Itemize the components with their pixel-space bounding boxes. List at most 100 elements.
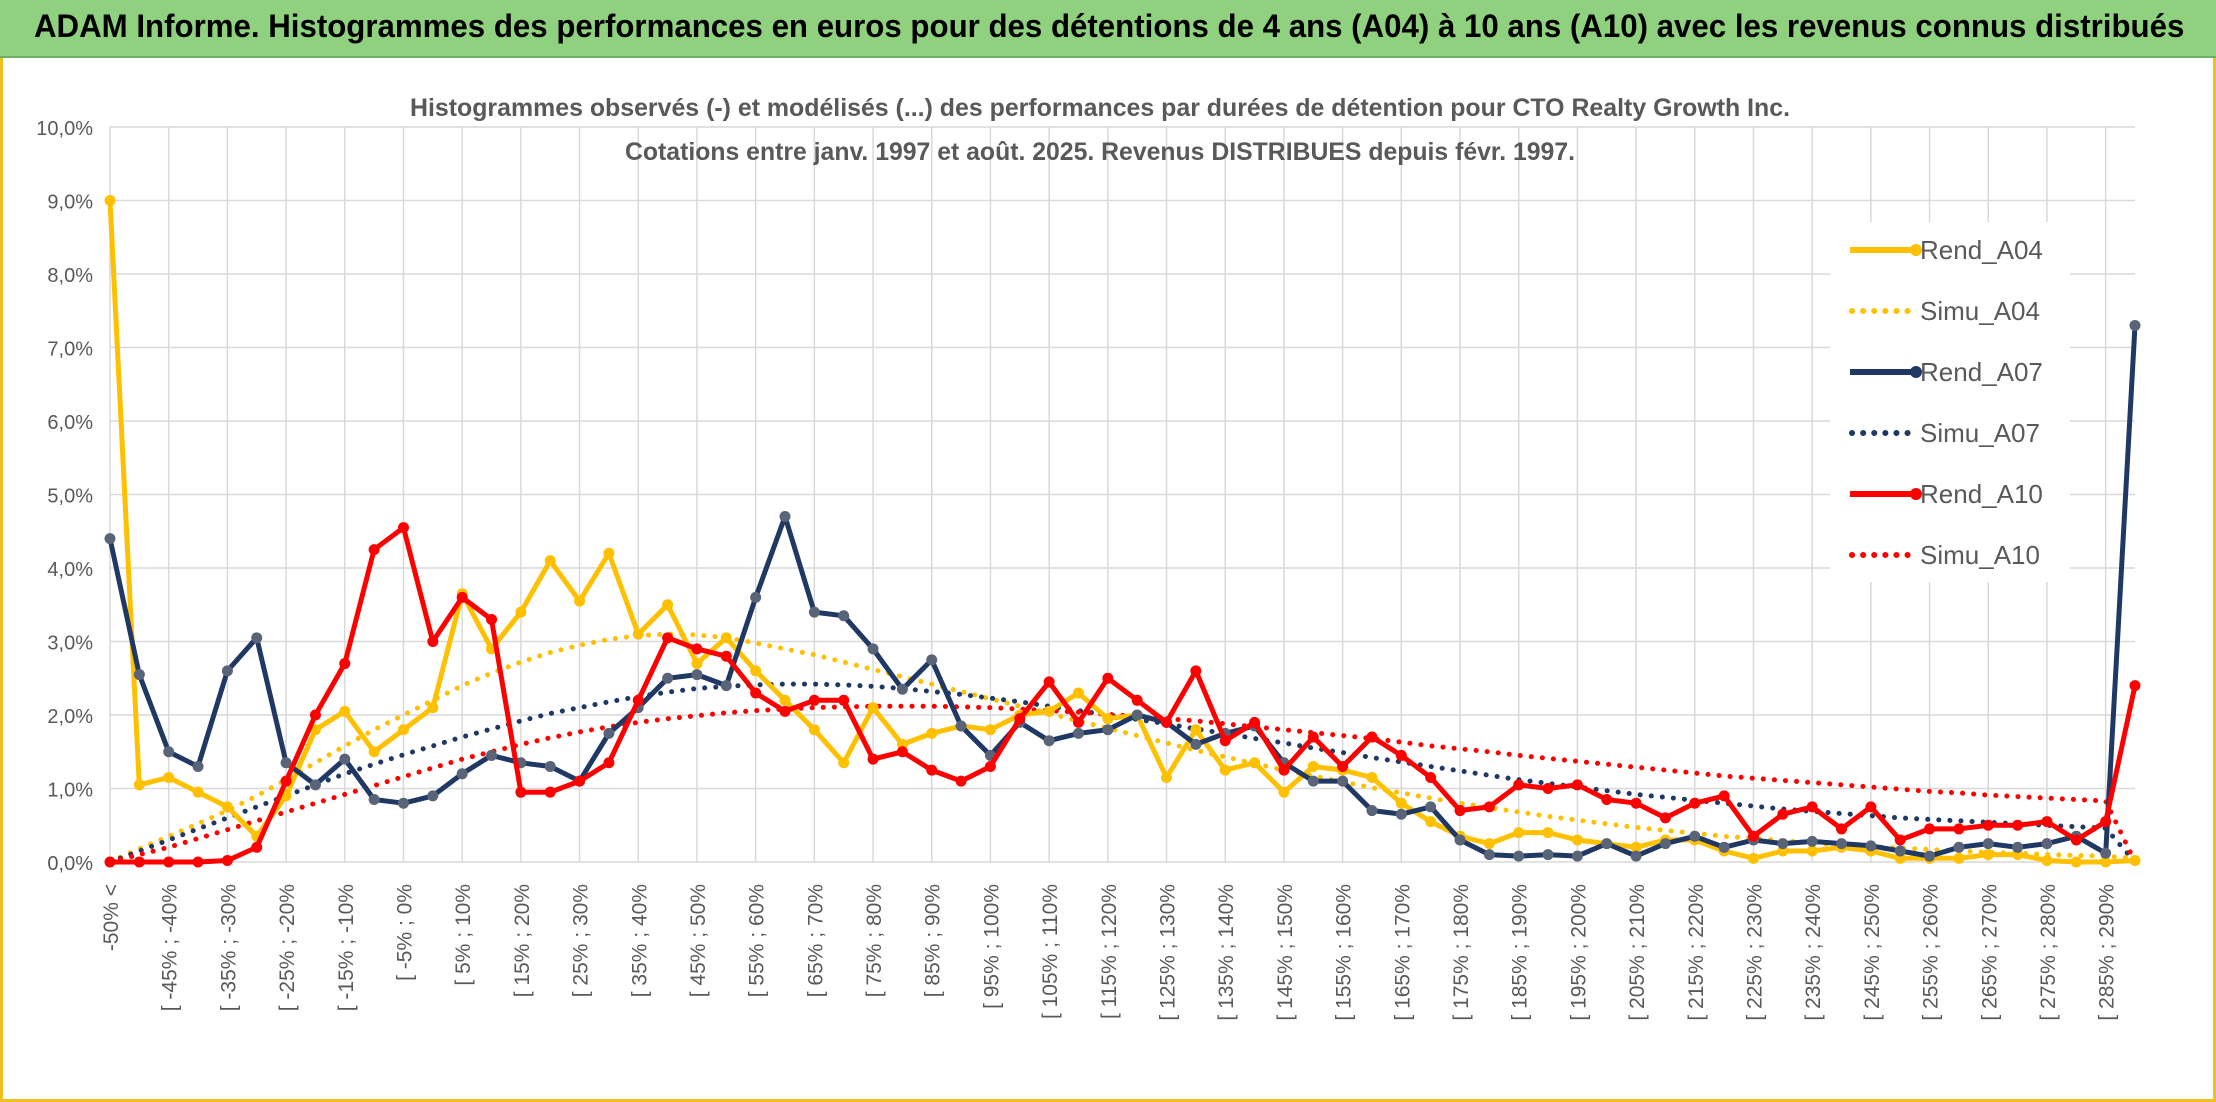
- legend-item-Rend_A04: Rend_A04: [1850, 235, 2043, 265]
- data-point: [926, 727, 938, 739]
- series-Simu_A10: [107, 703, 2138, 865]
- data-point: [984, 724, 996, 736]
- data-point: [1395, 749, 1407, 761]
- data-point: [1190, 738, 1202, 750]
- data-point: [808, 694, 820, 706]
- legend-item-Simu_A04: Simu_A04: [1849, 296, 2040, 326]
- legend-item-Simu_A07: Simu_A07: [1849, 418, 2040, 448]
- data-point: [1806, 801, 1818, 813]
- data-point: [1307, 760, 1319, 772]
- data-point: [632, 694, 644, 706]
- series-Simu_A04: [107, 631, 2138, 865]
- data-point: [280, 757, 292, 769]
- data-point: [1513, 827, 1525, 839]
- data-point: [1307, 775, 1319, 787]
- data-point: [1161, 716, 1173, 728]
- x-tick-label: [ 85% ; 90%: [922, 884, 945, 997]
- x-tick-label: [ 155% ; 160%: [1333, 884, 1356, 1021]
- data-point: [1131, 709, 1143, 721]
- data-point: [955, 720, 967, 732]
- data-point: [1953, 852, 1965, 864]
- data-point: [1777, 808, 1789, 820]
- legend-item-Rend_A07: Rend_A07: [1850, 357, 2043, 387]
- data-point: [1806, 835, 1818, 847]
- series-line: [107, 703, 2138, 865]
- data-point: [1278, 786, 1290, 798]
- data-point: [1630, 850, 1642, 862]
- data-point: [1425, 816, 1437, 828]
- data-point: [515, 606, 527, 618]
- data-point: [838, 610, 850, 622]
- data-point: [104, 195, 116, 206]
- data-point: [221, 665, 233, 677]
- data-point: [1718, 790, 1730, 802]
- data-point: [1894, 845, 1906, 857]
- data-point: [720, 680, 732, 692]
- data-point: [750, 591, 762, 603]
- y-tick-label: 7,0%: [47, 339, 93, 361]
- data-point: [104, 533, 116, 545]
- data-point: [691, 658, 703, 670]
- legend-marker: [1910, 244, 1922, 256]
- series-Rend_A10: [104, 522, 2141, 868]
- data-point: [1014, 713, 1026, 725]
- x-tick-label: [ -15% ; -10%: [335, 884, 358, 1011]
- x-tick-label: [ 5% ; 10%: [452, 884, 475, 986]
- data-point: [1190, 665, 1202, 677]
- data-point: [896, 683, 908, 695]
- data-point: [280, 775, 292, 787]
- x-tick-label: [ 245% ; 250%: [1861, 884, 1884, 1021]
- x-tick-label: [ -35% ; -30%: [217, 884, 240, 1011]
- data-point: [1072, 727, 1084, 739]
- data-point: [1249, 716, 1261, 728]
- y-tick-label: 10,0%: [36, 118, 93, 140]
- data-point: [2100, 816, 2112, 828]
- series-line: [107, 200, 2136, 865]
- data-point: [867, 753, 879, 765]
- data-point: [1982, 849, 1994, 861]
- data-point: [1366, 731, 1378, 743]
- data-point: [456, 591, 468, 603]
- data-point: [1659, 838, 1671, 850]
- data-point: [691, 669, 703, 681]
- x-tick-label: [ 175% ; 180%: [1450, 884, 1473, 1021]
- data-point: [1454, 834, 1466, 846]
- data-point: [1102, 713, 1114, 725]
- data-point: [309, 779, 321, 791]
- data-point: [1102, 672, 1114, 684]
- legend-marker: [1910, 366, 1922, 378]
- data-point: [544, 760, 556, 772]
- data-point: [1718, 841, 1730, 853]
- data-point: [1337, 775, 1349, 787]
- data-point: [133, 779, 145, 791]
- data-point: [397, 522, 409, 534]
- data-point: [720, 632, 732, 644]
- data-point: [2070, 834, 2082, 846]
- data-point: [662, 672, 674, 684]
- data-point: [339, 753, 351, 765]
- y-tick-label: 4,0%: [47, 559, 93, 581]
- x-axis: -50% < [ -45% ; -40% [ -35% ; -30% [ -25% ;…: [100, 884, 2119, 1021]
- data-point: [867, 643, 879, 655]
- data-point: [1571, 779, 1583, 791]
- data-point: [1689, 797, 1701, 809]
- x-tick-label: [ 135% ; 140%: [1215, 884, 1238, 1021]
- data-point: [1571, 850, 1583, 862]
- y-tick-label: 5,0%: [47, 486, 93, 508]
- x-tick-label: [ 185% ; 190%: [1509, 884, 1532, 1021]
- data-point: [574, 775, 586, 787]
- x-tick-label: [ 215% ; 220%: [1685, 884, 1708, 1021]
- page-title: ADAM Informe. Histogrammes des performan…: [34, 8, 2185, 44]
- series-group: [104, 195, 2141, 868]
- x-tick-label: -50% <: [100, 884, 123, 951]
- data-point: [192, 856, 204, 868]
- data-point: [1747, 830, 1759, 842]
- data-point: [1513, 779, 1525, 791]
- legend-label: Rend_A04: [1920, 235, 2043, 265]
- x-tick-label: [ -5% ; 0%: [393, 884, 416, 981]
- x-tick-label: [ 25% ; 30%: [570, 884, 593, 997]
- data-point: [1982, 838, 1994, 850]
- data-point: [2070, 856, 2082, 868]
- y-axis: 0,0% 1,0% 2,0% 3,0% 4,0% 5,0% 6,0% 7,0% 8,0% 9,0%…: [36, 118, 93, 875]
